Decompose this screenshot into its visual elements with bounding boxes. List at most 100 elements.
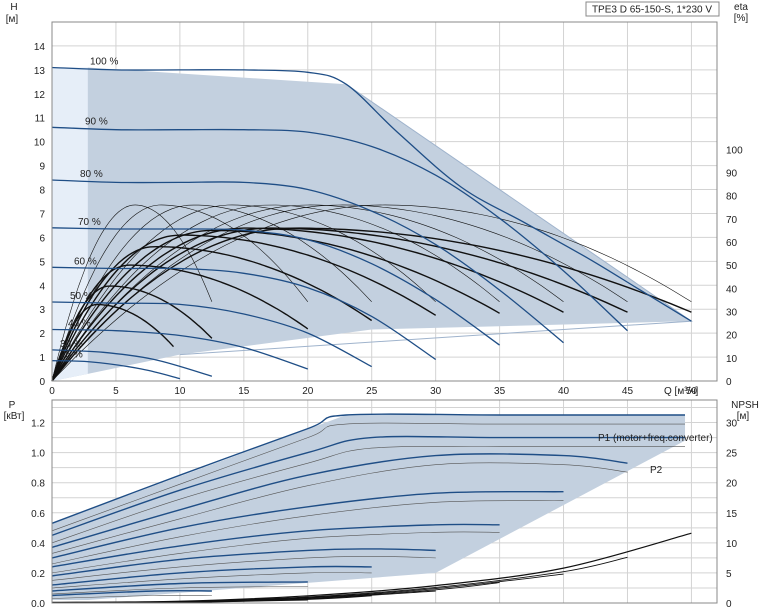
p2-curve: [51, 531, 500, 574]
y-tick-right: 0: [726, 377, 732, 388]
hq-curve-label: 100 %: [90, 56, 118, 67]
p1-curve: [51, 413, 685, 524]
eta-curve: [51, 264, 309, 382]
y-tick-left-power: 1.0: [31, 449, 45, 460]
y-tick-left: 11: [35, 114, 46, 125]
y-tick-right: 10: [726, 354, 738, 365]
x-tick: 10: [174, 386, 186, 397]
hq-curve: [51, 301, 372, 368]
y-tick-left: 7: [39, 209, 45, 220]
y-tick-right: 50: [726, 261, 738, 272]
y-axis-label-right: eta: [734, 2, 748, 13]
eta-curve: [51, 204, 213, 382]
hq-curve: [51, 126, 628, 332]
y-tick-left: 4: [39, 281, 45, 292]
eta-curve: [51, 204, 564, 382]
legend-p1: P1 (motor+freq.converter): [598, 433, 713, 444]
hq-curve: [51, 66, 692, 322]
y-axis-unit-npsh: [м]: [737, 411, 750, 422]
y-tick-right: 70: [726, 215, 738, 226]
hq-curve-label: 40 %: [68, 319, 91, 330]
y-tick-left: 3: [39, 305, 45, 316]
y-tick-right-npsh: 25: [726, 449, 738, 460]
p1-curve: [51, 589, 212, 597]
y-tick-right: 90: [726, 169, 738, 180]
eta-curve: [51, 227, 628, 382]
x-tick: 40: [558, 386, 570, 397]
x-tick: 30: [430, 386, 442, 397]
eta-curve: [51, 204, 436, 382]
hq-curve: [51, 227, 500, 346]
p2-curve: [51, 462, 628, 554]
operating-range-edge: [179, 83, 693, 356]
y-tick-right: 40: [726, 284, 738, 295]
hq-curve: [51, 328, 309, 370]
y-tick-left: 8: [39, 186, 45, 197]
plot-frame-top: [51, 21, 718, 382]
title-box: [585, 1, 720, 17]
power-range-area: [52, 415, 686, 600]
x-tick: 0: [49, 386, 55, 397]
eta-curve: [51, 204, 692, 382]
y-tick-right-npsh: 5: [726, 569, 732, 580]
eta-curve: [51, 204, 372, 382]
p1-curve: [51, 523, 500, 568]
legend-p2: P2: [650, 465, 663, 476]
y-tick-right-npsh: 15: [726, 509, 738, 520]
x-tick: 15: [238, 386, 250, 397]
y-tick-left-power: 0.4: [31, 539, 45, 550]
chart-title: TPE3 D 65-150-S, 1*230 V: [592, 5, 712, 16]
hq-curve-label: 30 %: [60, 339, 83, 350]
hq-curve-label: 50 %: [70, 291, 93, 302]
y-axis-unit-left: [м]: [6, 14, 19, 25]
x-tick: 25: [366, 386, 378, 397]
x-tick: 5: [113, 386, 119, 397]
p2-curve: [51, 422, 685, 532]
eta-curve: [51, 227, 692, 382]
y-tick-right: 80: [726, 192, 738, 203]
eta-curve: [51, 204, 500, 382]
p2-curve: [51, 556, 436, 581]
p1-curve: [51, 453, 628, 549]
p1-curve: [51, 565, 372, 586]
y-tick-right-npsh: 20: [726, 479, 738, 490]
hq-curve: [51, 360, 181, 380]
y-tick-left-power: 0.2: [31, 569, 45, 580]
hq-curve: [51, 349, 213, 377]
hq-curve-label: 70 %: [78, 217, 101, 228]
hq-curve: [51, 179, 564, 344]
y-tick-right-npsh: 10: [726, 539, 738, 550]
hq-curve: [51, 266, 437, 361]
y-axis-unit-right: [%]: [734, 13, 749, 24]
y-axis-label-left: H: [10, 2, 17, 13]
p2-curve: [51, 594, 212, 599]
y-tick-left-power: 1.2: [31, 419, 45, 430]
hq-curve-label: 90 %: [85, 116, 108, 127]
eta-curve: [51, 234, 437, 382]
y-tick-left: 13: [34, 66, 46, 77]
x-tick: 35: [494, 386, 506, 397]
hq-curve-label: 25 %: [60, 350, 83, 361]
y-tick-left-power: 0.8: [31, 479, 45, 490]
x-axis-label: Q [м³/ч]: [664, 386, 699, 397]
y-tick-right: 20: [726, 331, 738, 342]
p2-curve: [51, 572, 372, 589]
hq-curve-label: 80 %: [80, 169, 103, 180]
y-tick-left-power: 0.0: [31, 599, 45, 610]
y-tick-left: 5: [39, 257, 45, 268]
p1-curve: [51, 581, 308, 592]
y-tick-right: 60: [726, 238, 738, 249]
hq-curve-label: 60 %: [74, 256, 97, 267]
p1-curve: [51, 435, 685, 536]
p1-curve: [51, 548, 436, 577]
y-tick-right: 30: [726, 308, 738, 319]
y-tick-left: 6: [39, 233, 45, 244]
y-axis-unit-power: [кВт]: [4, 411, 25, 422]
y-tick-left: 0: [39, 377, 45, 388]
y-tick-left: 14: [34, 42, 46, 53]
y-tick-left: 9: [39, 162, 45, 173]
y-axis-label-power: P: [9, 400, 16, 411]
y-tick-right-npsh: 0: [726, 599, 732, 610]
